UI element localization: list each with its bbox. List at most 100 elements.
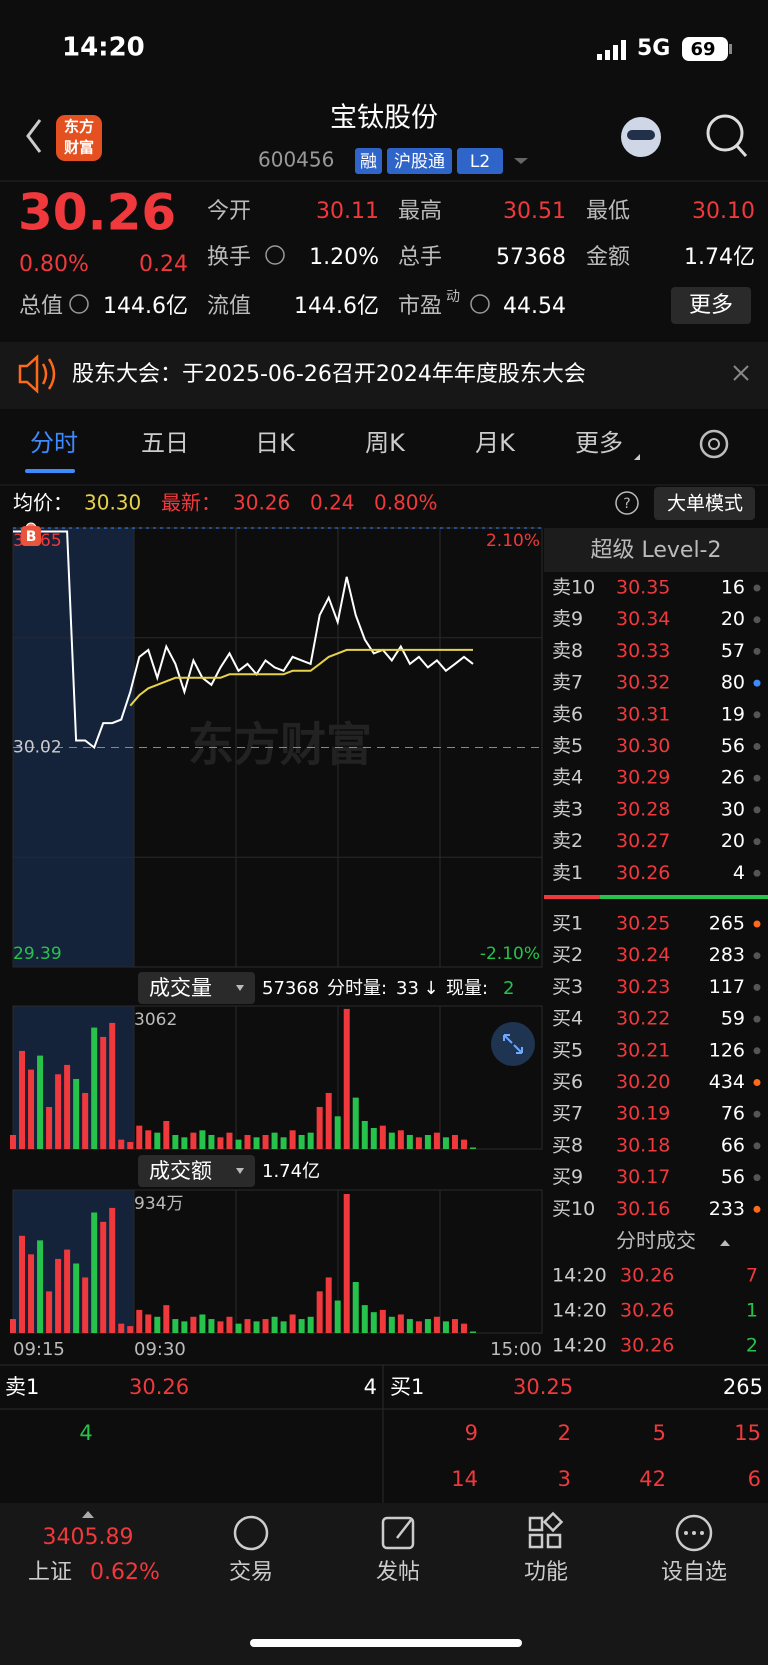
bar bbox=[163, 1120, 170, 1149]
bar bbox=[316, 1106, 323, 1149]
l1-ask-label: 卖1 bbox=[5, 1375, 39, 1399]
book-price: 30.25 bbox=[616, 913, 670, 935]
bar bbox=[199, 1314, 206, 1333]
bar bbox=[470, 1147, 476, 1149]
volume-dropdown[interactable] bbox=[138, 972, 255, 1004]
book-volume: 56 bbox=[721, 1166, 745, 1188]
book-price: 30.21 bbox=[616, 1039, 670, 1061]
bar bbox=[424, 1134, 431, 1149]
book-volume: 117 bbox=[709, 976, 745, 998]
book-price: 30.16 bbox=[616, 1198, 670, 1220]
bar bbox=[226, 1132, 233, 1149]
mode-label: 大单模式 bbox=[667, 493, 743, 515]
bar bbox=[280, 1137, 287, 1149]
stat-label: 市盈 bbox=[398, 294, 442, 319]
book-volume: 4 bbox=[733, 862, 745, 884]
stat-label: 金额 bbox=[586, 245, 630, 270]
bar bbox=[100, 1221, 107, 1333]
bar bbox=[181, 1137, 188, 1149]
bar bbox=[343, 1193, 350, 1333]
book-dot bbox=[753, 584, 761, 592]
stat-value: 30.51 bbox=[503, 199, 566, 224]
bid-order: 3 bbox=[558, 1467, 571, 1491]
stat-value: 144.6亿 bbox=[103, 294, 188, 319]
bar bbox=[19, 1050, 26, 1149]
stat-label: 流值 bbox=[207, 294, 251, 319]
bar bbox=[280, 1321, 287, 1333]
tab-underline bbox=[25, 469, 75, 473]
amount-dropdown[interactable] bbox=[138, 1155, 255, 1187]
stat-sup: 动 bbox=[446, 289, 460, 305]
bar bbox=[19, 1235, 26, 1333]
back-button[interactable] bbox=[26, 119, 42, 153]
book-price: 30.20 bbox=[616, 1071, 670, 1093]
bar bbox=[244, 1319, 251, 1333]
book-volume: 66 bbox=[721, 1134, 745, 1156]
nav-label: 设自选 bbox=[661, 1560, 727, 1585]
bar bbox=[208, 1319, 215, 1333]
dropdown-caret bbox=[514, 158, 528, 164]
book-label: 买2 bbox=[552, 944, 583, 966]
bar bbox=[298, 1134, 305, 1149]
bar bbox=[325, 1092, 332, 1149]
expand-button[interactable] bbox=[491, 1022, 535, 1066]
notice-text: 股东大会：于2025-06-26召开2024年年度股东大会 bbox=[72, 362, 586, 387]
l1-bid-label: 买1 bbox=[390, 1375, 424, 1399]
bar bbox=[352, 1097, 359, 1149]
book-label: 卖7 bbox=[552, 672, 583, 694]
bar bbox=[352, 1282, 359, 1333]
buy-marker bbox=[21, 526, 42, 546]
trade-price: 30.26 bbox=[620, 1265, 674, 1287]
bar bbox=[235, 1323, 242, 1333]
book-label: 买1 bbox=[552, 913, 583, 935]
bid-order: 14 bbox=[451, 1467, 478, 1491]
book-dot bbox=[753, 1079, 761, 1086]
logo[interactable] bbox=[56, 115, 102, 161]
book-volume: 126 bbox=[709, 1039, 745, 1061]
bar bbox=[172, 1134, 179, 1149]
book-label: 买10 bbox=[552, 1198, 595, 1220]
tab-caret bbox=[634, 454, 640, 460]
bid-order: 6 bbox=[748, 1467, 761, 1491]
book-price: 30.35 bbox=[616, 577, 670, 599]
settings-icon[interactable] bbox=[699, 429, 729, 459]
bar bbox=[334, 1300, 341, 1333]
book-price: 30.28 bbox=[616, 798, 670, 820]
bar bbox=[154, 1132, 161, 1149]
book-price: 30.32 bbox=[616, 672, 670, 694]
book-dot bbox=[753, 869, 761, 877]
bar bbox=[325, 1277, 332, 1333]
bar bbox=[271, 1132, 278, 1149]
dropdown-caret bbox=[236, 985, 244, 991]
bar bbox=[316, 1291, 323, 1333]
book-volume: 434 bbox=[709, 1071, 745, 1093]
bar bbox=[307, 1132, 314, 1149]
book-label: 买3 bbox=[552, 976, 583, 998]
bar bbox=[28, 1254, 35, 1333]
book-price: 30.18 bbox=[616, 1134, 670, 1156]
current-volume-label: 现量: bbox=[446, 978, 488, 999]
close-notice[interactable] bbox=[733, 365, 749, 381]
book-label: 卖10 bbox=[552, 577, 595, 599]
bar bbox=[109, 1207, 116, 1333]
trade-price: 30.26 bbox=[620, 1300, 674, 1322]
bar bbox=[343, 1008, 350, 1149]
book-volume: 30 bbox=[721, 798, 745, 820]
bid-order: 15 bbox=[734, 1421, 761, 1445]
bar bbox=[253, 1137, 260, 1149]
book-dot bbox=[753, 1142, 761, 1150]
bar bbox=[64, 1064, 71, 1149]
bid-order: 42 bbox=[639, 1467, 666, 1491]
help-icon[interactable] bbox=[615, 491, 639, 515]
book-volume: 56 bbox=[721, 735, 745, 757]
bar bbox=[244, 1134, 251, 1149]
more-button[interactable] bbox=[671, 287, 751, 324]
stock-name: 宝钛股份 bbox=[330, 103, 438, 134]
index-change: 0.62% bbox=[90, 1560, 160, 1585]
level2-title-band bbox=[544, 528, 768, 572]
book-label: 买6 bbox=[552, 1071, 583, 1093]
bar bbox=[217, 1137, 224, 1149]
mode-button[interactable] bbox=[654, 487, 755, 520]
book-volume: 76 bbox=[721, 1103, 745, 1125]
search-button[interactable] bbox=[706, 114, 744, 152]
